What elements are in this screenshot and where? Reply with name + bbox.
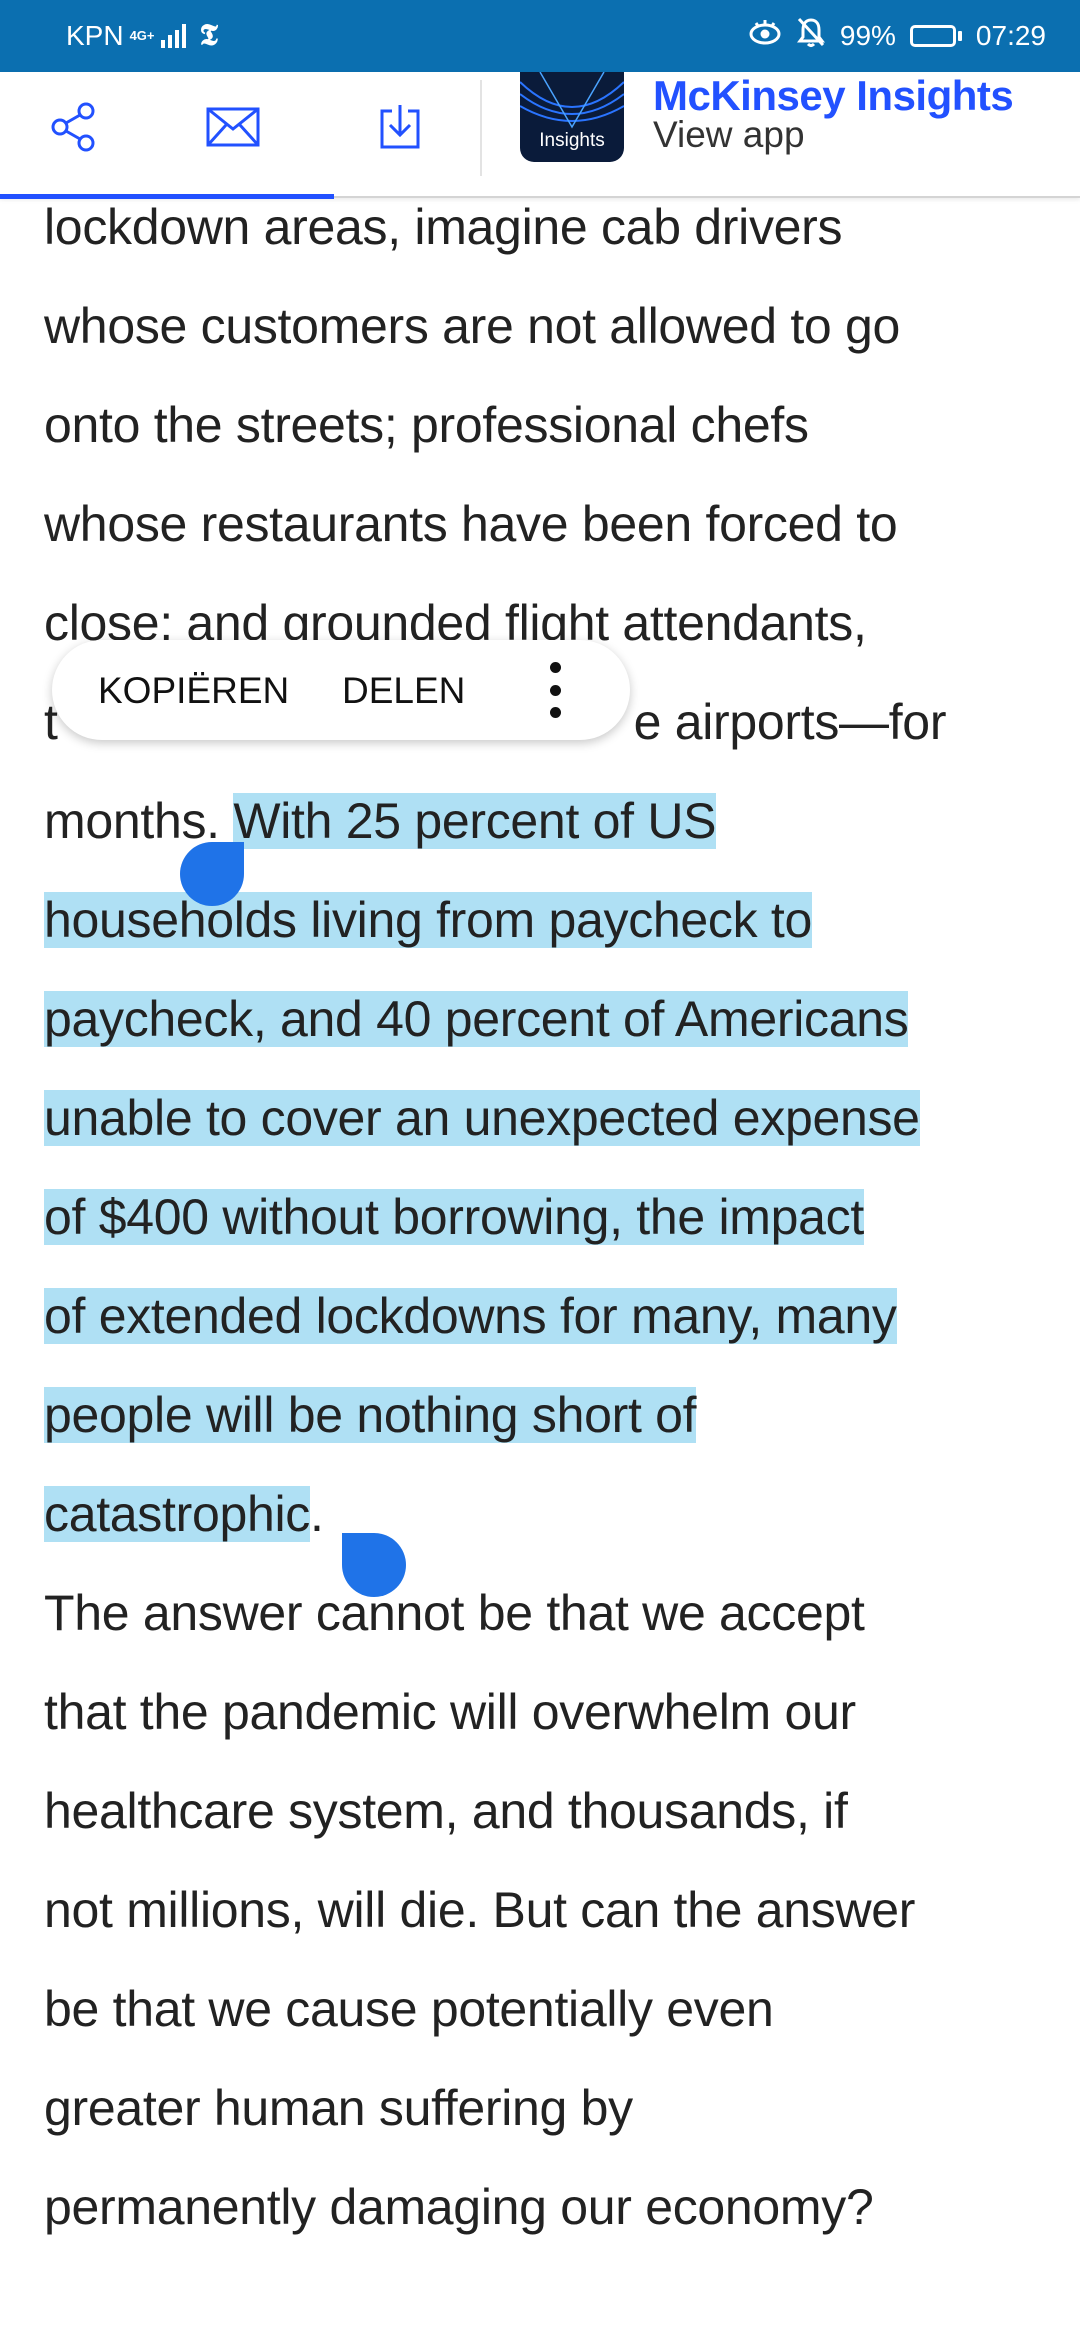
selected-text[interactable]: of extended lockdowns for many, many — [44, 1288, 897, 1344]
paragraph-line: whose customers are not allowed to go — [44, 298, 901, 354]
status-left: KPN 4G+ 𝕿 — [66, 18, 218, 53]
paragraph-line: permanently damaging our economy? — [44, 2179, 874, 2235]
selection-start-handle[interactable] — [180, 842, 244, 906]
paragraph-line: lockdown areas, imagine cab drivers — [44, 199, 843, 255]
selected-text[interactable]: With 25 percent of US — [233, 793, 717, 849]
paragraph-line: The answer cannot be that we accept — [44, 1585, 865, 1641]
selected-text[interactable]: catastrophic — [44, 1486, 310, 1542]
text-selection-menu: KOPIËREN DELEN — [52, 640, 630, 740]
carrier-label: KPN — [66, 19, 124, 51]
paragraph-line: months. — [44, 793, 234, 849]
paragraph-end: . — [309, 1486, 324, 1542]
article-paragraph-1: lockdown areas, imagine cab drivers whos… — [44, 178, 1054, 1564]
selection-end-handle[interactable] — [342, 1533, 406, 1597]
paragraph-line: healthcare system, and thousands, if — [44, 1783, 848, 1839]
paragraph-line: greater human suffering by — [44, 2080, 633, 2136]
mckinsey-app-icon[interactable]: Insights — [520, 72, 624, 162]
share-button[interactable]: DELEN — [342, 670, 466, 711]
selected-text[interactable]: people will be nothing short of — [44, 1387, 697, 1443]
paragraph-line-fragment: e airports—for — [633, 694, 947, 750]
paragraph-line: be that we cause potentially even — [44, 1981, 774, 2037]
reading-progress-bar — [0, 194, 334, 199]
article-toolbar: Insights McKinsey Insights View app — [0, 72, 1080, 198]
eye-comfort-icon — [748, 17, 782, 54]
article-paragraph-2: The answer cannot be that we accept that… — [44, 1564, 1054, 2257]
clock: 07:29 — [975, 19, 1046, 51]
nytimes-notification-icon: 𝕿 — [199, 18, 218, 53]
more-vert-icon[interactable] — [542, 662, 568, 718]
app-name[interactable]: McKinsey Insights — [653, 72, 1014, 119]
battery-level: 99% — [839, 19, 896, 51]
toolbar-divider — [480, 80, 482, 176]
status-bar: KPN 4G+ 𝕿 99% 07:29 — [0, 0, 1080, 72]
view-app-link[interactable]: View app — [653, 114, 805, 155]
paragraph-line: not millions, will die. But can the answ… — [44, 1882, 916, 1938]
status-right: 99% 07:29 — [748, 16, 1046, 55]
alarm-off-icon — [796, 16, 826, 55]
selected-text[interactable]: households living from paycheck to — [44, 892, 812, 948]
article-body: lockdown areas, imagine cab drivers whos… — [44, 178, 1054, 2257]
selected-text[interactable]: paycheck, and 40 percent of Americans — [44, 991, 909, 1047]
signal-icon — [160, 23, 186, 48]
selected-text[interactable]: of $400 without borrowing, the impact — [44, 1189, 864, 1245]
mail-icon[interactable] — [198, 92, 268, 162]
selected-text[interactable]: unable to cover an unexpected expense — [44, 1090, 920, 1146]
paragraph-line: onto the streets; professional chefs — [44, 397, 809, 453]
app-tile-label: Insights — [539, 130, 605, 151]
paragraph-line: whose restaurants have been forced to — [44, 496, 898, 552]
download-icon[interactable] — [365, 92, 435, 162]
paragraph-line: that the pandemic will overwhelm our — [44, 1684, 856, 1740]
network-type: 4G+ — [129, 28, 155, 43]
copy-button[interactable]: KOPIËREN — [98, 670, 290, 711]
share-icon[interactable] — [38, 92, 108, 162]
battery-icon — [909, 24, 962, 47]
